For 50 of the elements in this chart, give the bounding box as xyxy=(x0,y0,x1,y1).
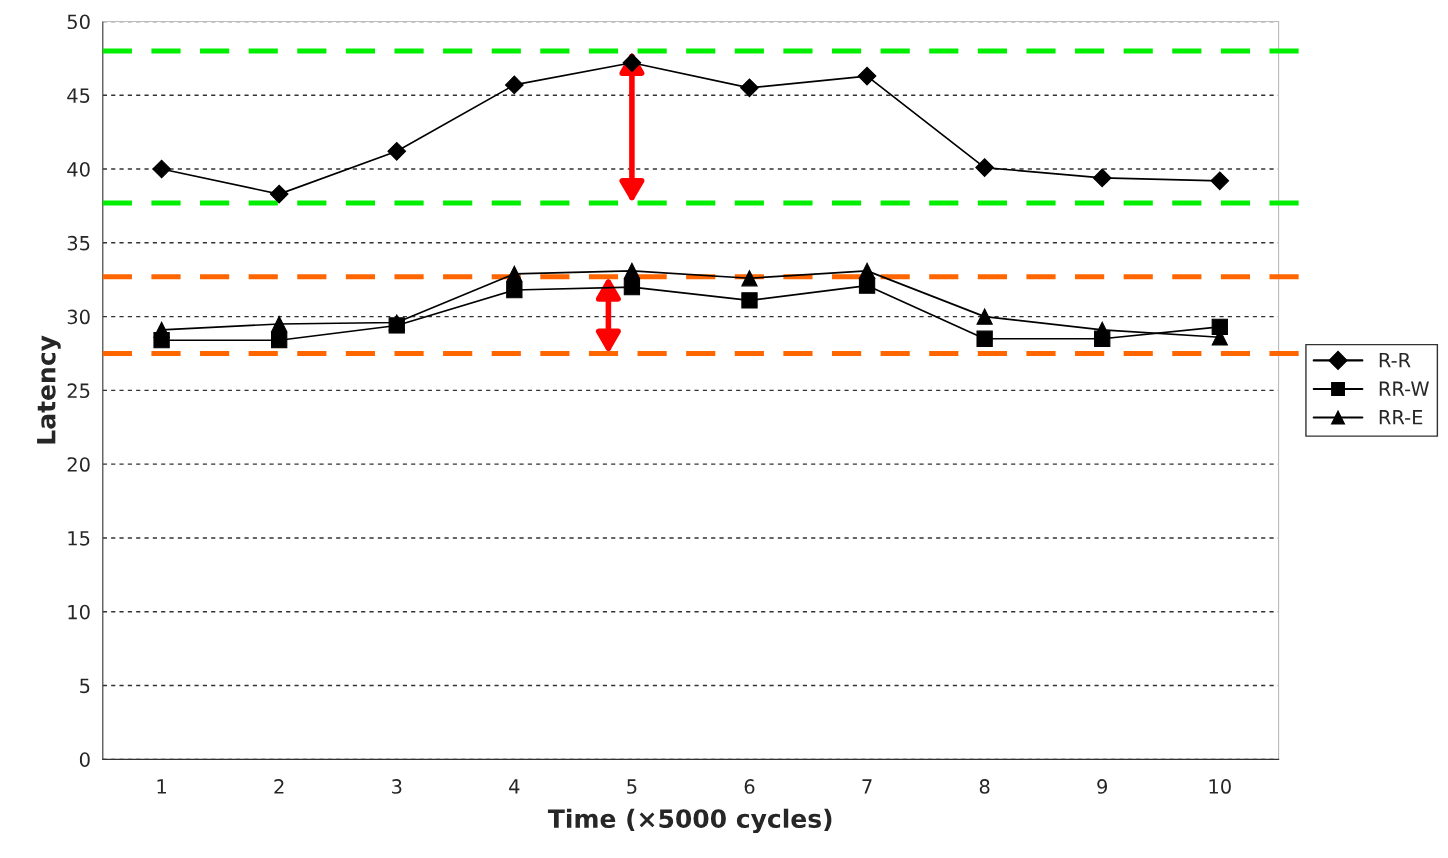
y-tick-label: 30 xyxy=(67,309,90,325)
x-tick-label: 6 xyxy=(744,779,755,794)
point xyxy=(857,66,877,86)
point xyxy=(623,262,641,280)
point xyxy=(271,315,288,333)
point xyxy=(976,330,993,347)
point xyxy=(153,332,170,349)
y-tick-label: 15 xyxy=(68,531,90,546)
legend-label: RR-W xyxy=(1379,381,1429,396)
y-axis-title: Latency xyxy=(37,335,61,444)
point xyxy=(271,332,288,349)
point xyxy=(152,159,171,179)
point xyxy=(741,270,758,287)
point xyxy=(1094,330,1111,347)
point xyxy=(858,277,876,294)
legend-label: RR-E xyxy=(1379,410,1423,425)
point xyxy=(740,78,759,98)
y-tick-label: 45 xyxy=(67,88,90,103)
point xyxy=(623,278,641,296)
point xyxy=(504,75,524,95)
y-tick-label: 0 xyxy=(79,752,90,767)
y-tick-label: 40 xyxy=(67,161,90,177)
y-tick-label: 35 xyxy=(67,235,90,251)
x-tick-label: 10 xyxy=(1209,779,1231,794)
x-tick-label: 1 xyxy=(157,779,166,794)
point xyxy=(1092,168,1112,188)
point xyxy=(976,308,993,325)
x-tick-label: 7 xyxy=(862,779,872,794)
point xyxy=(506,265,523,282)
y-tick-label: 5 xyxy=(80,678,90,694)
x-tick-label: 4 xyxy=(509,779,520,794)
x-tick-label: 2 xyxy=(274,779,284,794)
point xyxy=(1211,318,1228,336)
point xyxy=(269,184,289,204)
y-tick-label: 25 xyxy=(67,383,90,399)
point xyxy=(1210,171,1230,191)
point xyxy=(388,317,405,334)
point xyxy=(506,281,523,299)
x-axis-title: Time (×5000 cycles) xyxy=(547,808,832,834)
y-tick-label: 20 xyxy=(67,457,90,472)
point xyxy=(387,141,407,161)
x-tick-label: 5 xyxy=(627,779,637,794)
legend-label: R-R xyxy=(1379,353,1411,368)
y-tick-label: 50 xyxy=(67,14,90,30)
x-tick-label: 3 xyxy=(392,779,402,794)
x-tick-label: 8 xyxy=(979,779,990,794)
x-tick-label: 9 xyxy=(1097,779,1108,794)
point xyxy=(975,158,994,177)
y-tick-label: 10 xyxy=(68,604,90,620)
point xyxy=(741,292,758,309)
